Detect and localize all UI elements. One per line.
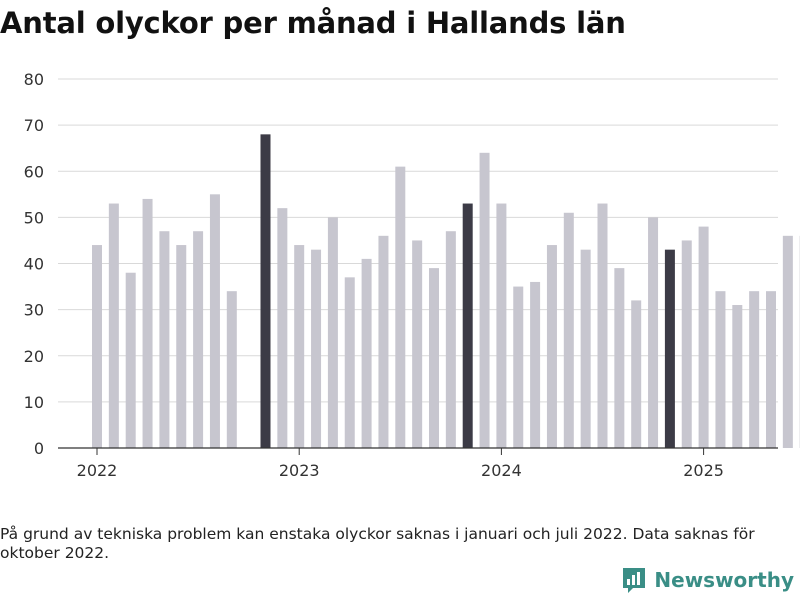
bar-2022-02 <box>108 203 119 448</box>
bar-2023-03 <box>327 217 338 448</box>
bar-2023-10 <box>445 231 456 448</box>
bar-2022-09 <box>226 291 237 448</box>
y-tick-label: 80 <box>24 70 44 89</box>
bar-2022-07 <box>193 231 204 448</box>
bar-2023-02 <box>311 249 322 448</box>
bar-2024-01 <box>496 203 507 448</box>
bar-2024-07 <box>597 203 608 448</box>
bar-2025-06 <box>782 235 793 448</box>
x-tick-label: 2025 <box>683 461 724 480</box>
bar-2022-11 <box>260 134 271 448</box>
bar-2024-03 <box>530 281 541 448</box>
newsworthy-logo-icon <box>623 568 646 593</box>
footnote: På grund av tekniska problem kan enstaka… <box>0 525 755 562</box>
x-tick-label: 2022 <box>77 461 118 480</box>
bar-2023-09 <box>429 268 439 448</box>
bars <box>92 134 800 449</box>
bar-2024-05 <box>563 212 574 448</box>
bar-2022-08 <box>209 194 220 448</box>
bar-2022-01 <box>92 245 102 448</box>
brand-name: Newsworthy <box>654 568 794 592</box>
y-tick-label: 60 <box>24 162 44 181</box>
x-axis-ticks: 2022 2023 2024 2025 <box>77 448 724 480</box>
bar-2024-12 <box>681 240 692 448</box>
bar-2024-04 <box>546 245 557 448</box>
bar-2023-08 <box>412 240 423 448</box>
bar-2025-02 <box>715 291 726 448</box>
bar-2023-01 <box>294 245 305 448</box>
y-tick-label: 0 <box>34 439 44 458</box>
y-axis-ticks: 0 10 20 30 40 50 60 70 80 <box>24 70 44 458</box>
brand: Newsworthy <box>621 566 794 594</box>
y-tick-label: 10 <box>24 393 44 412</box>
bar-2023-04 <box>344 277 355 448</box>
bar-2024-11 <box>664 249 675 448</box>
bar-2025-01 <box>698 226 709 448</box>
bar-2023-06 <box>378 235 389 448</box>
bar-2022-05 <box>159 231 170 448</box>
bar-2022-03 <box>125 272 136 448</box>
bar-2025-03 <box>732 305 743 448</box>
bar-2023-11 <box>462 203 473 448</box>
bar-2022-04 <box>142 198 153 448</box>
bar-2023-07 <box>395 166 406 448</box>
bar-2024-10 <box>648 217 659 448</box>
bar-2022-12 <box>277 208 288 448</box>
x-tick-label: 2024 <box>481 461 522 480</box>
y-tick-label: 70 <box>24 116 44 135</box>
bar-2024-08 <box>614 268 625 448</box>
bar-2025-05 <box>766 291 776 448</box>
y-tick-label: 40 <box>24 255 44 274</box>
y-tick-label: 20 <box>24 347 44 366</box>
bar-2024-09 <box>631 300 642 448</box>
bar-2025-04 <box>749 291 760 448</box>
chart-title: Antal olyckor per månad i Hallands län <box>0 6 626 40</box>
bar-2023-05 <box>361 258 372 448</box>
bar-2022-06 <box>176 245 187 448</box>
bar-2023-12 <box>479 152 490 449</box>
y-tick-label: 50 <box>24 208 44 227</box>
bar-2024-06 <box>580 249 591 448</box>
x-tick-label: 2023 <box>279 461 320 480</box>
bar-2024-02 <box>513 286 524 448</box>
y-tick-label: 30 <box>24 301 44 320</box>
